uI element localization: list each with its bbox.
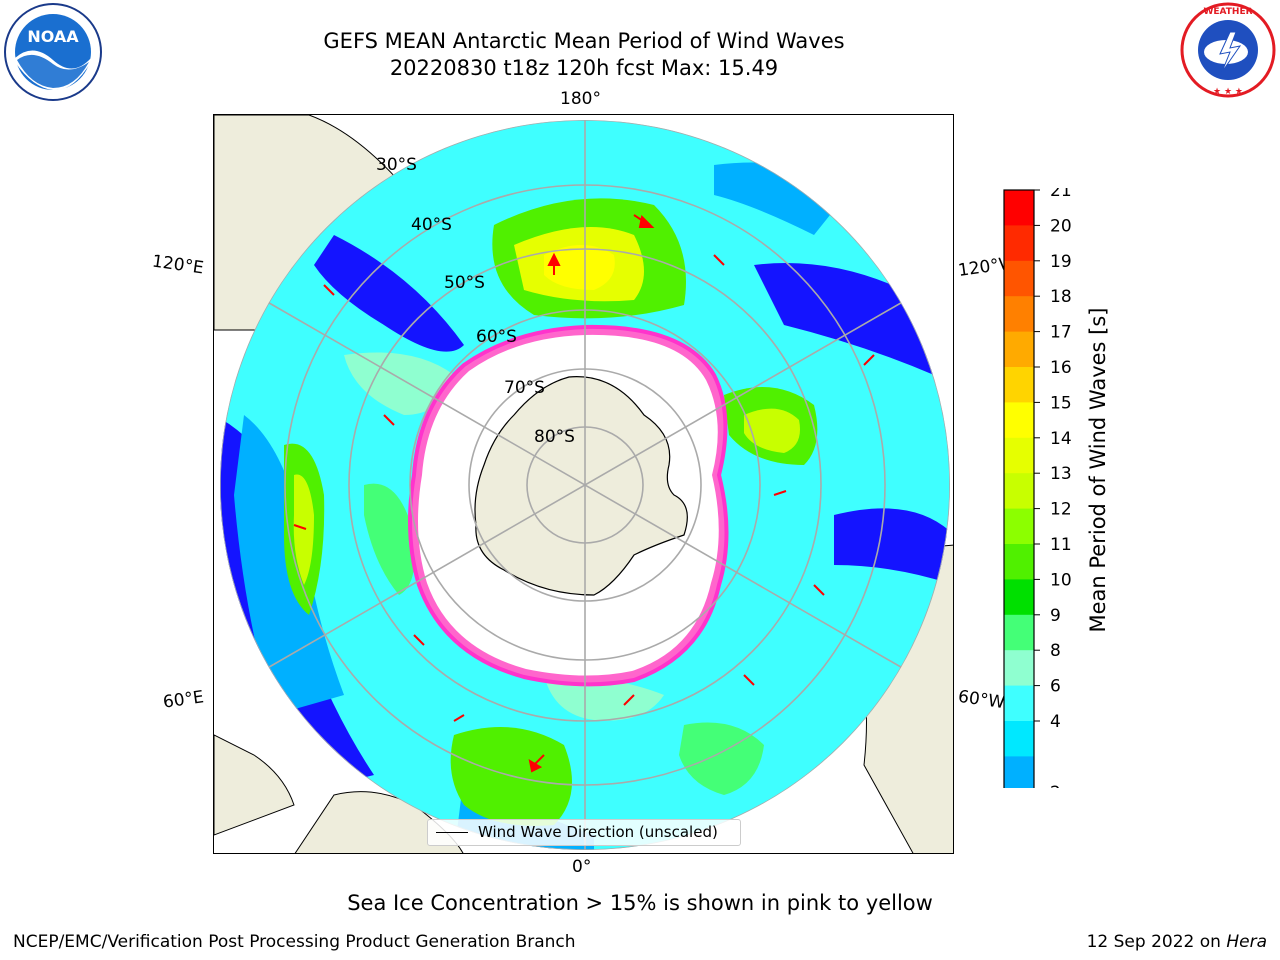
colorbar-tick-label: 10 (1050, 570, 1072, 590)
colorbar-tick-label: 16 (1050, 358, 1072, 378)
colorbar-segment (1004, 437, 1034, 474)
colorbar-tick-label: 2 (1050, 783, 1061, 788)
colorbar-tick-label: 15 (1050, 393, 1072, 413)
colorbar-segment (1004, 756, 1034, 788)
svg-text:WEATHER: WEATHER (1203, 7, 1252, 17)
colorbar-segment (1004, 614, 1034, 651)
colorbar-tick-label: 9 (1050, 606, 1061, 626)
colorbar-segment (1004, 367, 1034, 403)
lat-label-60s: 60°S (476, 327, 517, 347)
lon-label-180: 180° (560, 89, 601, 109)
colorbar-tick-label: 17 (1050, 323, 1072, 343)
colorbar-tick-label: 11 (1050, 535, 1072, 555)
colorbar-segment (1004, 650, 1034, 687)
lat-label-40s: 40°S (411, 215, 452, 235)
colorbar-segment (1004, 579, 1034, 616)
noaa-logo: NOAA (4, 3, 102, 101)
colorbar-segment (1004, 685, 1034, 722)
date-info: 12 Sep 2022 on Hera (1087, 932, 1267, 952)
lat-label-80s: 80°S (534, 427, 575, 447)
antarctica (474, 376, 688, 596)
colorbar: 21 20 19 18 17 16 15 14 13 12 11 10 9 8 6 4 2 (1003, 188, 1072, 788)
lon-label-60w: 60°W (956, 686, 1007, 714)
date-text: 12 Sep 2022 on (1086, 932, 1221, 952)
nws-logo: WEATHER ★ ★ ★ (1180, 2, 1276, 98)
colorbar-tick-label: 14 (1050, 429, 1072, 449)
machine-text: Hera (1226, 932, 1267, 952)
lat-label-70s: 70°S (504, 378, 545, 398)
svg-text:NOAA: NOAA (27, 27, 79, 46)
colorbar-tick-label: 4 (1050, 712, 1061, 732)
map-legend: Wind Wave Direction (unscaled) (427, 819, 741, 846)
colorbar-segment (1004, 260, 1034, 297)
chart-title: GEFS MEAN Antarctic Mean Period of Wind … (323, 29, 845, 53)
sea-ice-note: Sea Ice Concentration > 15% is shown in … (347, 891, 933, 915)
colorbar-segment (1004, 296, 1034, 333)
lat-label-30s: 30°S (376, 155, 417, 175)
colorbar-tick-label: 8 (1050, 641, 1061, 661)
chart-subtitle: 20220830 t18z 120h fcst Max: 15.49 (389, 56, 779, 80)
svg-text:★ ★ ★: ★ ★ ★ (1213, 87, 1243, 97)
legend-label: Wind Wave Direction (unscaled) (478, 823, 718, 841)
lat-label-50s: 50°S (444, 273, 485, 293)
graticule (220, 120, 950, 850)
colorbar-tick-label: 13 (1050, 464, 1072, 484)
colorbar-tick-label: 12 (1050, 500, 1072, 520)
colorbar-tick-label: 19 (1050, 252, 1072, 272)
lon-label-120e: 120°E (150, 251, 205, 279)
credit-text: NCEP/EMC/Verification Post Processing Pr… (13, 932, 576, 952)
legend-line-icon (436, 832, 468, 833)
colorbar-segment (1004, 721, 1034, 757)
colorbar-tick-label: 18 (1050, 287, 1072, 307)
colorbar-segment (1004, 508, 1034, 545)
colorbar-segment (1004, 225, 1034, 262)
colorbar-tick-label: 21 (1050, 188, 1072, 201)
colorbar-segment (1004, 190, 1034, 226)
map-frame: 30°S 40°S 50°S 60°S 70°S 80°S (213, 114, 954, 854)
colorbar-segment (1004, 402, 1034, 439)
wind-wave-direction-arrows (293, 214, 875, 773)
lon-label-60e: 60°E (161, 687, 206, 713)
colorbar-segment (1004, 544, 1034, 580)
polar-map: 30°S 40°S 50°S 60°S 70°S 80°S (214, 115, 953, 853)
colorbar-segment (1004, 331, 1034, 368)
colorbar-tick-label: 6 (1050, 677, 1061, 697)
lon-label-0: 0° (572, 857, 592, 877)
colorbar-segment (1004, 473, 1034, 510)
colorbar-tick-label: 20 (1050, 216, 1072, 236)
